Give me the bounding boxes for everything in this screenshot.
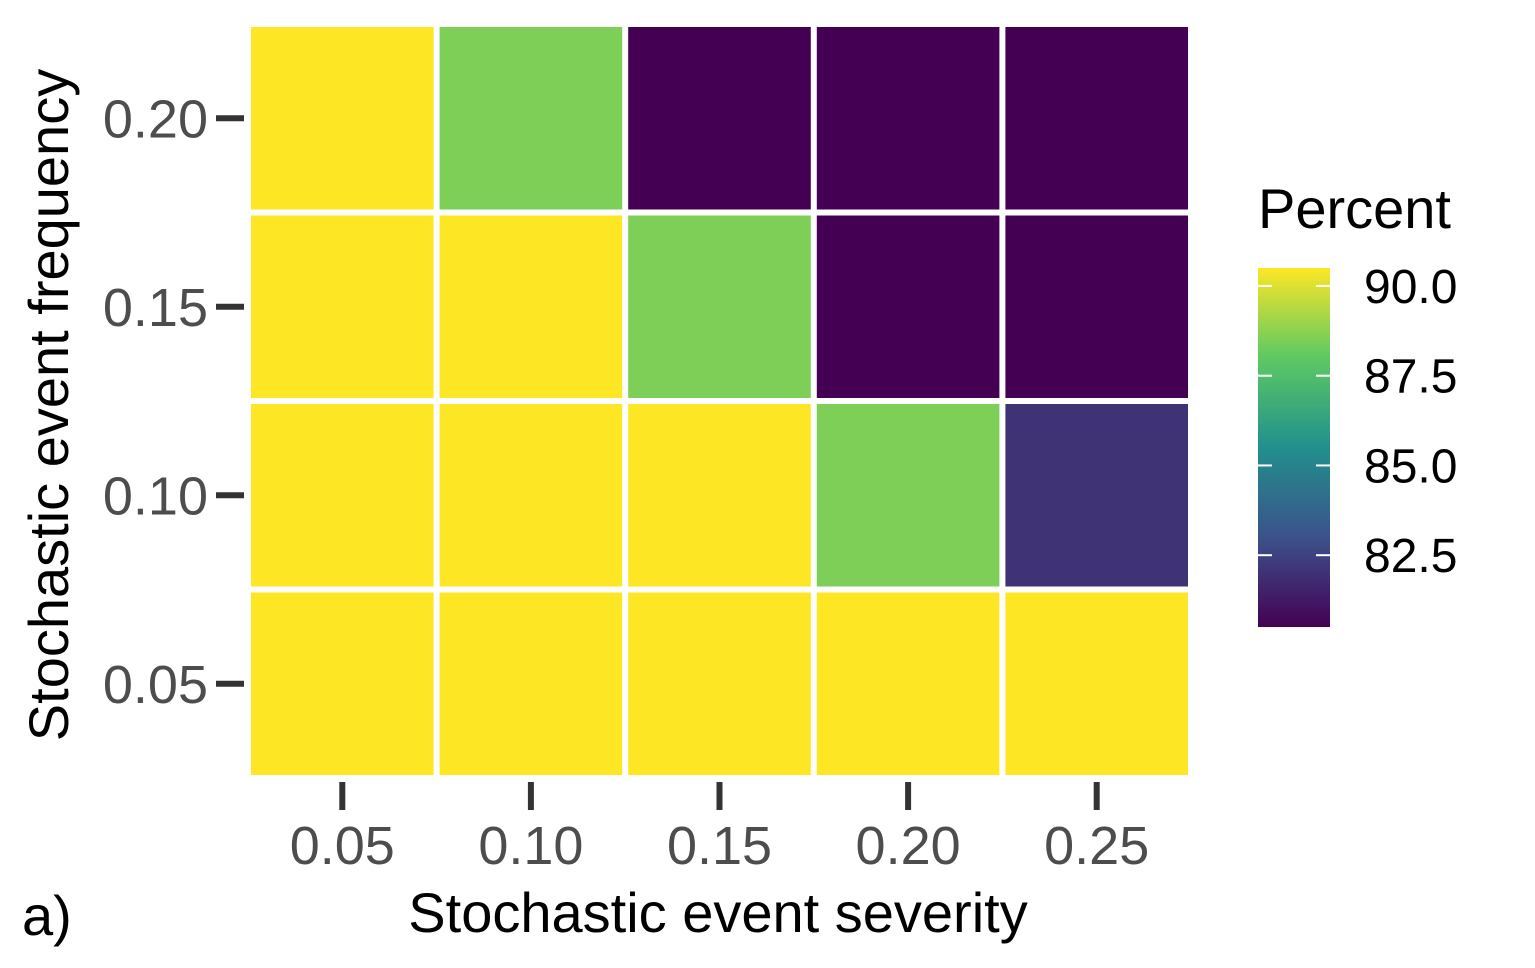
heatmap-cells — [251, 27, 1188, 775]
x-tick-label: 0.05 — [290, 816, 395, 876]
legend-title: Percent — [1258, 177, 1451, 240]
axes: 0.05 0.10 0.15 0.20 0.25 0.05 0.10 0.15 0.20 — [103, 89, 1149, 876]
legend-label: 82.5 — [1364, 530, 1457, 583]
x-axis-title: Stochastic event severity — [408, 881, 1027, 944]
heatmap-cell-0.05-0.10 — [439, 592, 623, 775]
y-tick-label: 0.20 — [103, 89, 208, 149]
x-tick-label: 0.10 — [478, 816, 583, 876]
legend-label: 87.5 — [1364, 351, 1457, 404]
x-tick-label: 0.25 — [1044, 816, 1149, 876]
x-tick-label: 0.20 — [856, 816, 961, 876]
heatmap-cell-0.10-0.10 — [439, 404, 623, 587]
y-tick-label: 0.05 — [103, 655, 208, 715]
heatmap-cell-0.05-0.25 — [1005, 592, 1188, 775]
y-tick-label: 0.10 — [103, 466, 208, 526]
legend-label: 90.0 — [1364, 261, 1457, 314]
legend-label: 85.0 — [1364, 440, 1457, 493]
heatmap-cell-0.15-0.05 — [251, 215, 434, 398]
heatmap-cell-0.20-0.20 — [816, 27, 1000, 210]
heatmap-cell-0.15-0.10 — [439, 215, 623, 398]
heatmap-cell-0.10-0.25 — [1005, 404, 1188, 587]
heatmap-cell-0.15-0.15 — [628, 215, 811, 398]
heatmap-cell-0.05-0.05 — [251, 592, 434, 775]
y-axis-title: Stochastic event frequency — [17, 69, 80, 741]
heatmap-cell-0.10-0.15 — [628, 404, 811, 587]
x-tick-label: 0.15 — [667, 816, 772, 876]
legend: Percent 90.0 87.5 85.0 82.5 — [1258, 177, 1457, 627]
heatmap-cell-0.20-0.25 — [1005, 27, 1188, 210]
heatmap-cell-0.05-0.15 — [628, 592, 811, 775]
panel-label: a) — [22, 884, 72, 947]
heatmap-cell-0.20-0.05 — [251, 27, 434, 210]
heatmap-cell-0.05-0.20 — [816, 592, 1000, 775]
heatmap-cell-0.20-0.15 — [628, 27, 811, 210]
heatmap-cell-0.10-0.05 — [251, 404, 434, 587]
heatmap-cell-0.15-0.25 — [1005, 215, 1188, 398]
heatmap-cell-0.15-0.20 — [816, 215, 1000, 398]
heatmap-cell-0.20-0.10 — [439, 27, 623, 210]
heatmap-cell-0.10-0.20 — [816, 404, 1000, 587]
legend-colorbar — [1258, 268, 1330, 627]
y-tick-label: 0.15 — [103, 278, 208, 338]
